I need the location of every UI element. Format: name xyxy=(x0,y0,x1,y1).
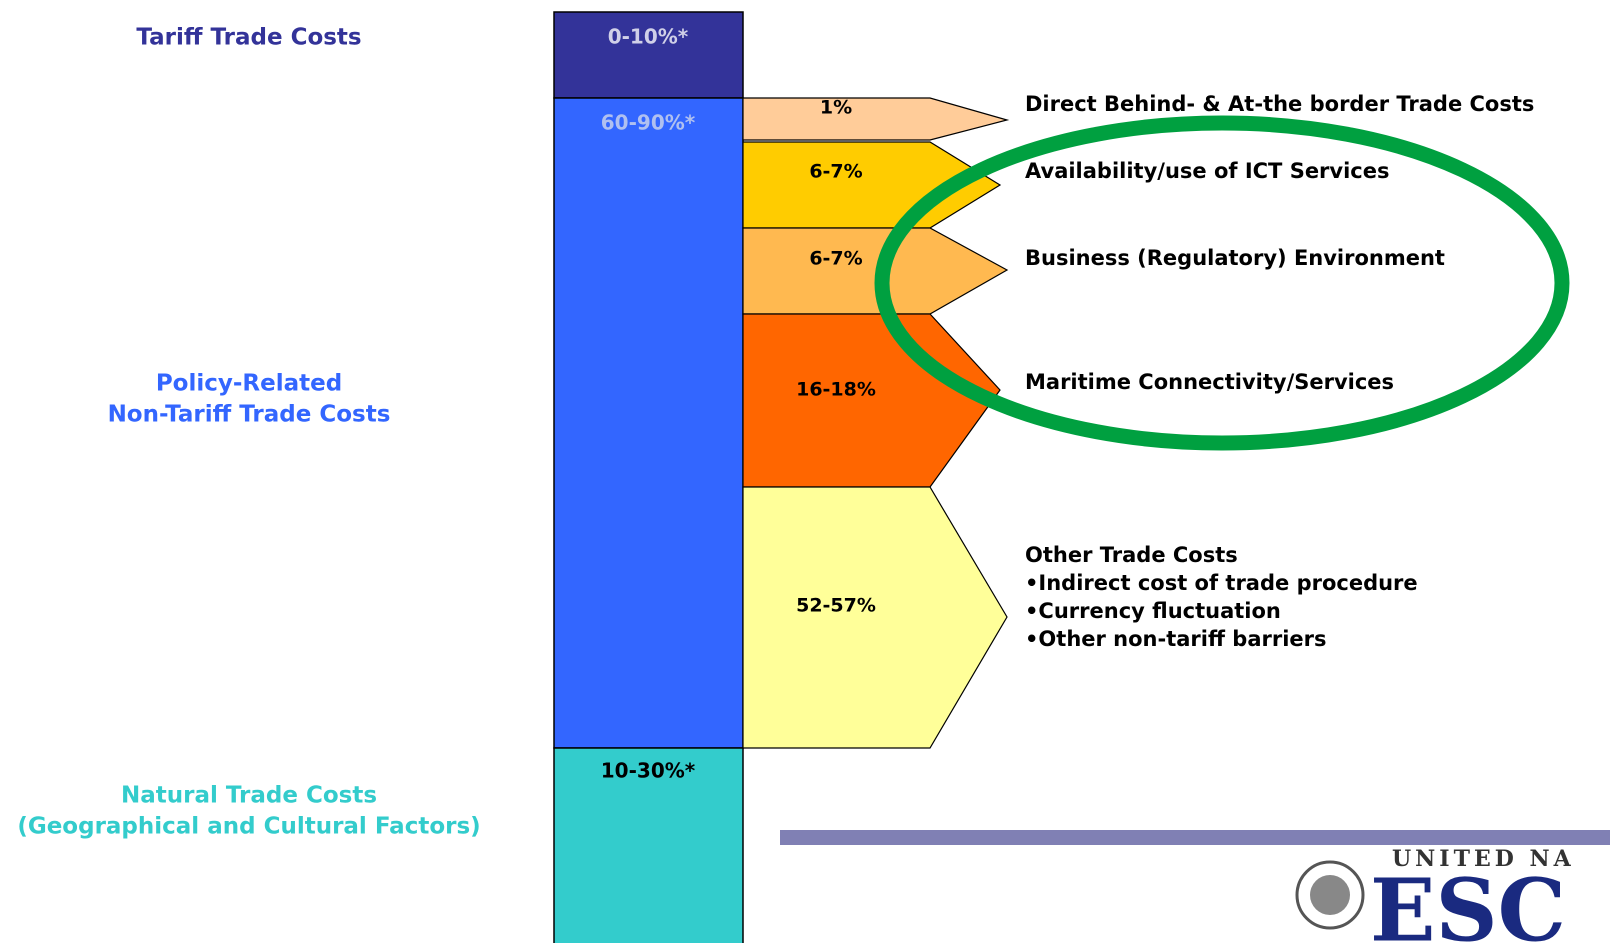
logo-main: ESC xyxy=(1370,861,1566,943)
natural-value: 10-30%* xyxy=(601,759,696,783)
arrow-value: 52-57% xyxy=(796,595,876,617)
natural-block xyxy=(553,747,744,943)
arrow-description: •Other non-tariff barriers xyxy=(1025,627,1327,651)
arrow xyxy=(742,141,1002,229)
arrow-description: Maritime Connectivity/Services xyxy=(1025,370,1394,394)
highlight-ellipse xyxy=(874,115,1570,451)
arrow xyxy=(742,227,1009,315)
arrow-value: 16-18% xyxy=(796,379,876,401)
dynamic: 1% 6-7% 6-7% 16-18% 52-57% xyxy=(742,97,1010,749)
left-label: Policy-Related xyxy=(156,371,342,397)
arrow-description: Availability/use of ICT Services xyxy=(1025,159,1390,183)
logo-globe xyxy=(1310,875,1350,915)
arrow-value: 6-7% xyxy=(809,248,862,270)
tariff-value: 0-10%* xyxy=(608,25,689,49)
arrow xyxy=(742,97,1010,141)
left-label: Tariff Trade Costs xyxy=(136,25,361,51)
arrow-description: •Currency fluctuation xyxy=(1025,599,1281,623)
left-label: (Geographical and Cultural Factors) xyxy=(17,814,480,840)
policy-block xyxy=(553,97,744,749)
logo-emblem xyxy=(1295,860,1365,930)
left-label: Natural Trade Costs xyxy=(121,783,377,809)
policy-value: 60-90%* xyxy=(601,111,696,135)
logo: UNITED NA ESC xyxy=(1295,846,1575,943)
arrow xyxy=(742,486,1008,749)
arrow-description: •Indirect cost of trade procedure xyxy=(1025,571,1418,595)
arrow-description: Direct Behind- & At-the border Trade Cos… xyxy=(1025,92,1534,116)
divider-bar xyxy=(780,830,1610,845)
left-label: Non-Tariff Trade Costs xyxy=(108,402,391,428)
arrow-value: 6-7% xyxy=(809,161,862,183)
arrow-value: 1% xyxy=(820,97,852,119)
tariff-block xyxy=(553,11,744,99)
arrow xyxy=(742,313,1001,488)
arrow-description: Other Trade Costs xyxy=(1025,543,1238,567)
logo-top: UNITED NA xyxy=(1392,846,1575,872)
arrow-description: Business (Regulatory) Environment xyxy=(1025,246,1445,270)
